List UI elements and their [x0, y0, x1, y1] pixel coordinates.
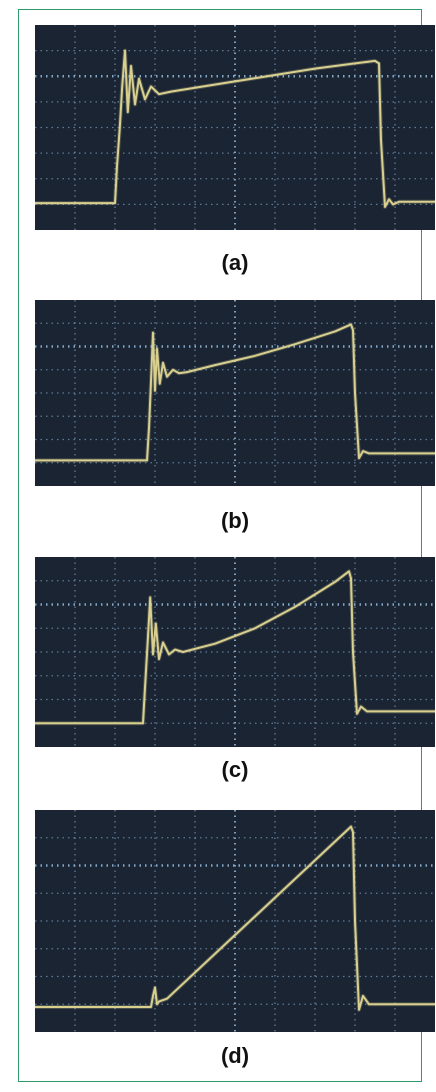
- caption-c: (c): [221, 757, 249, 782]
- scope-trace-a: [35, 25, 435, 230]
- panel-d: [35, 810, 435, 1032]
- scope-trace-c: [35, 557, 435, 747]
- trace-line-a: [35, 49, 435, 208]
- caption-b: (b): [220, 508, 250, 533]
- scope-screen-a: [35, 25, 435, 230]
- figure-border: [18, 9, 422, 1082]
- panel-a: [35, 25, 435, 230]
- trace-line-d: [35, 825, 435, 1011]
- panel-c: [35, 557, 435, 747]
- caption-a: (a): [221, 250, 249, 275]
- caption-d: (d): [220, 1043, 250, 1068]
- panel-b: [35, 300, 435, 486]
- scope-trace-b: [35, 300, 435, 486]
- scope-trace-d: [35, 810, 435, 1032]
- trace-line-b: [35, 323, 435, 462]
- trace-line-c: [35, 570, 435, 725]
